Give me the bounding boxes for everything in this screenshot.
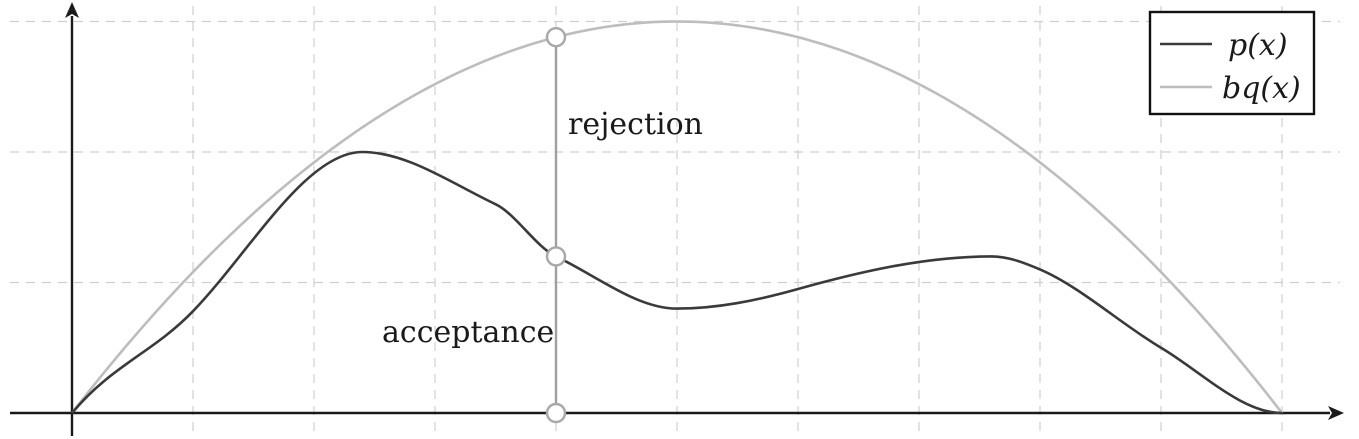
- p-curve: [71, 150, 1283, 415]
- legend-label-p: p(x): [1228, 28, 1288, 63]
- rejection-label: rejection: [568, 107, 703, 142]
- acceptance-label: acceptance: [382, 315, 554, 350]
- y-axis-arrow-icon: [65, 2, 79, 18]
- grid: [10, 6, 1340, 436]
- legend: p(x) bq(x): [1148, 10, 1316, 116]
- legend-box: [1148, 10, 1316, 116]
- p-sample-marker: [545, 246, 567, 267]
- bq-curve: [70, 20, 1284, 414]
- legend-label-bq: bq(x): [1222, 71, 1301, 106]
- axis-sample-marker: [545, 402, 567, 424]
- axes: [10, 2, 1344, 436]
- bq-sample-marker: [545, 26, 567, 48]
- x-axis-arrow-icon: [1328, 406, 1344, 420]
